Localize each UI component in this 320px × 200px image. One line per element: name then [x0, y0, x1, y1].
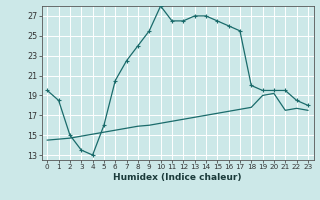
X-axis label: Humidex (Indice chaleur): Humidex (Indice chaleur)	[113, 173, 242, 182]
